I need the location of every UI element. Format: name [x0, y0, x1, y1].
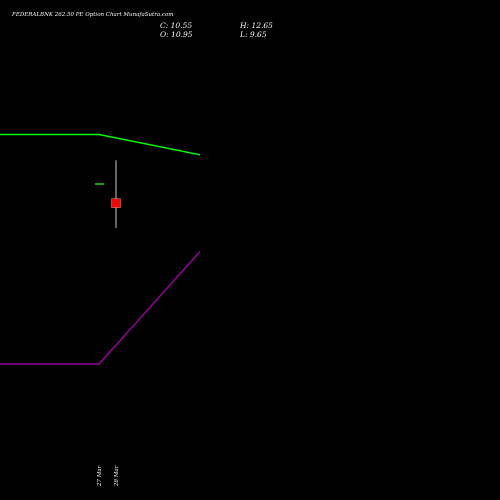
candle-2 — [111, 160, 121, 228]
date-labels: 27 Mar 28 Mar — [97, 465, 120, 487]
open-value: O: 10.95 — [160, 30, 193, 39]
x-tick-label: 28 Mar — [114, 465, 120, 487]
close-value: C: 10.55 — [160, 21, 193, 30]
series-layer — [0, 133, 201, 365]
low-value: L: 9.65 — [240, 30, 267, 39]
candle-layer — [95, 160, 121, 228]
series-line-1 — [0, 133, 201, 156]
candle-body — [111, 198, 121, 208]
chart-title: FEDERALBNK 262.50 PE Option Chart Munafa… — [12, 12, 174, 18]
series-line-2 — [0, 250, 201, 365]
high-value: H: 12.65 — [240, 21, 273, 30]
x-tick-label: 27 Mar — [97, 465, 103, 487]
